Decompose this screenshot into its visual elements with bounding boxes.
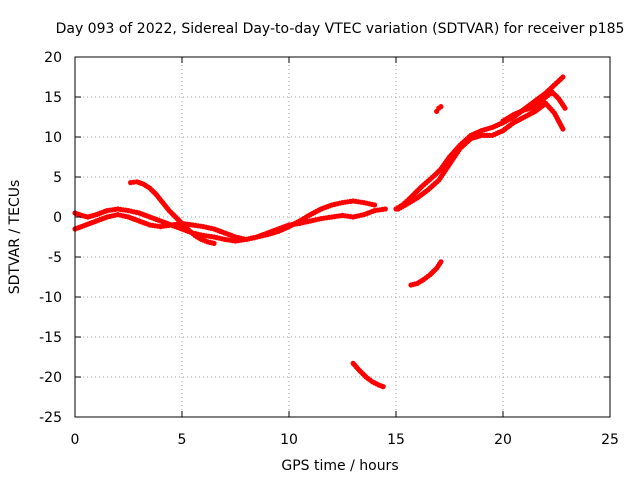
data-point — [372, 202, 378, 208]
x-tick-label: 5 — [178, 432, 187, 448]
data-point — [560, 74, 566, 80]
x-tick-label: 0 — [71, 432, 80, 448]
series-track-d — [393, 74, 566, 212]
data-point — [380, 384, 386, 390]
y-tick-label: -20 — [39, 370, 62, 386]
series-track-f — [500, 89, 568, 124]
chart-title: Day 093 of 2022, Sidereal Day-to-day VTE… — [56, 21, 625, 37]
series-track-e — [395, 100, 566, 212]
data-point — [562, 105, 568, 111]
y-tick-label: -5 — [48, 250, 62, 266]
x-tick-label: 25 — [601, 432, 619, 448]
data-point — [438, 259, 444, 265]
y-axis-title: SDTVAR / TECUs — [7, 180, 23, 295]
y-tick-label: -10 — [39, 290, 62, 306]
data-point — [438, 104, 444, 110]
series-segment-i — [434, 104, 444, 114]
data-series — [72, 74, 568, 390]
data-point — [560, 126, 566, 132]
x-tick-label: 15 — [387, 432, 405, 448]
series-segment-h — [350, 360, 386, 390]
y-tick-label: 0 — [53, 210, 62, 226]
y-tick-label: -15 — [39, 330, 62, 346]
data-point — [211, 240, 217, 246]
series-track-a — [72, 198, 378, 244]
y-tick-label: 10 — [44, 130, 62, 146]
y-tick-label: -25 — [39, 410, 62, 426]
x-tick-label: 10 — [280, 432, 298, 448]
series-track-b — [72, 206, 388, 242]
axis-ticks: 0 5 10 15 20 25 -25 -20 -15 -10 -5 0 5 10 15 20 — [39, 50, 619, 448]
y-tick-label: 20 — [44, 50, 62, 66]
plot-frame — [74, 56, 611, 418]
y-tick-label: 15 — [44, 90, 62, 106]
data-point — [382, 206, 388, 212]
series-segment-g — [408, 259, 444, 288]
grid — [75, 57, 610, 417]
x-axis-title: GPS time / hours — [281, 458, 398, 474]
series-track-c — [128, 179, 217, 246]
y-tick-label: 5 — [53, 170, 62, 186]
x-tick-label: 20 — [494, 432, 512, 448]
